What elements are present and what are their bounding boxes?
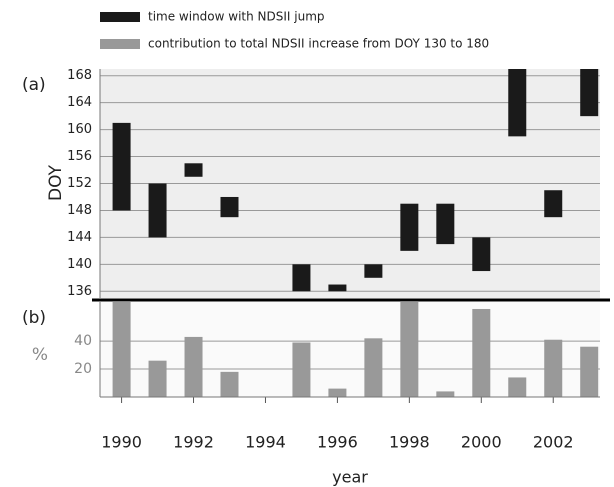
bar	[508, 377, 527, 397]
y-tick-label: 144	[67, 230, 92, 245]
marks	[112, 69, 599, 292]
y-tick-label: 148	[67, 203, 92, 218]
y-tick-label: 160	[67, 122, 92, 137]
panel-label: (b)	[22, 308, 46, 328]
range-bar	[364, 264, 383, 278]
bar	[580, 346, 599, 397]
bar	[544, 339, 563, 397]
bar	[220, 371, 239, 397]
range-bar	[184, 163, 203, 177]
x-tick-label: 2000	[461, 433, 502, 452]
range-bar	[220, 196, 239, 218]
y-tick-label: 136	[67, 284, 92, 299]
range-bar	[544, 190, 563, 218]
range-bar	[508, 69, 527, 137]
bar	[112, 302, 131, 397]
x-tick-label: 1990	[101, 433, 142, 452]
x-tick-label: 1994	[245, 433, 286, 452]
bar	[364, 338, 383, 397]
y-axis-label: DOY	[46, 164, 66, 201]
bar	[328, 388, 347, 397]
x-tick-label: 2002	[533, 433, 574, 452]
bar	[472, 308, 491, 397]
y-tick-label: 152	[67, 176, 92, 191]
marks	[112, 302, 599, 397]
y-tick-label: 20	[74, 361, 92, 377]
bar	[400, 302, 419, 397]
range-bar	[472, 237, 491, 272]
y-tick-label: 168	[67, 68, 92, 83]
y-axis-label: %	[32, 345, 48, 365]
range-bar	[148, 183, 167, 238]
y-tick-label: 40	[74, 333, 92, 349]
bar	[184, 336, 203, 397]
x-tick-label: 1996	[317, 433, 358, 452]
range-bar	[112, 122, 131, 211]
range-bar	[292, 264, 311, 292]
bar	[292, 342, 311, 397]
y-tick-label: 140	[67, 257, 92, 272]
range-bar	[580, 69, 599, 117]
bar	[436, 391, 455, 397]
range-bar	[328, 284, 347, 292]
legend-label: contribution to total NDSII increase fro…	[148, 37, 489, 51]
x-tick-label: 1992	[173, 433, 214, 452]
range-bar	[436, 203, 455, 245]
range-bar	[400, 203, 419, 251]
legend-swatch	[100, 12, 140, 22]
legend-swatch	[100, 39, 140, 49]
x-tick-label: 1998	[389, 433, 430, 452]
panel-label: (a)	[22, 75, 46, 95]
y-tick-label: 156	[67, 149, 92, 164]
legend-label: time window with NDSII jump	[148, 10, 325, 24]
bar	[148, 360, 167, 397]
x-axis-label: year	[332, 468, 368, 487]
y-tick-label: 164	[67, 95, 92, 110]
